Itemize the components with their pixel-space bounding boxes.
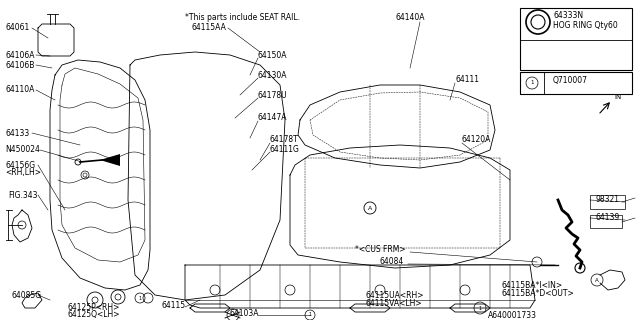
Text: 64125Q<LH>: 64125Q<LH>	[68, 309, 120, 318]
Text: 64111: 64111	[455, 76, 479, 84]
Text: 64125P<RH>: 64125P<RH>	[68, 303, 120, 313]
Text: 64115: 64115	[162, 300, 186, 309]
Text: 1: 1	[308, 313, 312, 317]
Text: IN: IN	[614, 94, 621, 100]
Text: 64115UA<RH>: 64115UA<RH>	[365, 291, 424, 300]
Text: 64115VA<LH>: 64115VA<LH>	[365, 299, 422, 308]
Text: 64115BA*D<OUT>: 64115BA*D<OUT>	[502, 289, 575, 298]
Text: 64120A: 64120A	[462, 135, 492, 145]
Text: 64103A: 64103A	[230, 308, 259, 317]
Text: A640001733: A640001733	[488, 310, 537, 319]
Text: 64139: 64139	[595, 213, 620, 222]
Text: 1: 1	[479, 306, 481, 310]
Text: 64111G: 64111G	[270, 146, 300, 155]
Text: 64061: 64061	[5, 23, 29, 33]
Text: 98321: 98321	[595, 196, 619, 204]
Text: 1: 1	[531, 81, 534, 85]
Text: 64115BA*I<IN>: 64115BA*I<IN>	[502, 281, 563, 290]
Text: N450024: N450024	[5, 146, 40, 155]
Text: 64106A: 64106A	[5, 51, 35, 60]
Text: 64147A: 64147A	[258, 114, 287, 123]
Text: *<CUS FRM>: *<CUS FRM>	[355, 245, 406, 254]
Bar	[590, 215, 622, 228]
Text: *This parts include SEAT RAIL.: *This parts include SEAT RAIL.	[185, 13, 300, 22]
Text: 64133: 64133	[5, 129, 29, 138]
Text: 64140A: 64140A	[395, 13, 424, 22]
Bar	[520, 8, 632, 70]
Text: HOG RING Qty60: HOG RING Qty60	[553, 21, 618, 30]
Text: Q710007: Q710007	[553, 76, 588, 84]
Text: 64130A: 64130A	[258, 70, 287, 79]
Text: 64333N: 64333N	[553, 11, 583, 20]
Text: 64150A: 64150A	[258, 51, 287, 60]
Bar	[520, 72, 632, 94]
Text: 64106B: 64106B	[5, 60, 35, 69]
Text: FIG.343: FIG.343	[8, 190, 38, 199]
Text: 64085G: 64085G	[12, 291, 42, 300]
Text: 64178T: 64178T	[270, 135, 299, 145]
Text: 64178U: 64178U	[258, 91, 287, 100]
Text: 64156G: 64156G	[5, 161, 35, 170]
Text: 64084: 64084	[380, 258, 404, 267]
Text: A: A	[595, 277, 599, 283]
Text: 64115AA: 64115AA	[192, 23, 227, 33]
Text: <RH,LH>: <RH,LH>	[5, 169, 41, 178]
Polygon shape	[100, 154, 120, 166]
Text: A: A	[368, 205, 372, 211]
Text: 64110A: 64110A	[5, 85, 35, 94]
Text: 1: 1	[138, 295, 141, 300]
Bar	[590, 195, 625, 209]
